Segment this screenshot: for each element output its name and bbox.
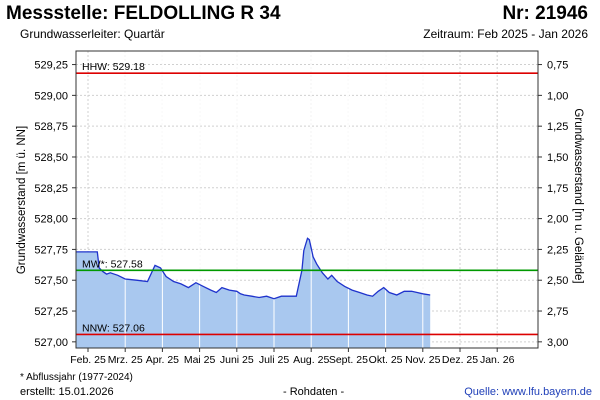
y-right-tick-label: 2,75 [547, 306, 568, 318]
y-right-tick-label: 1,50 [547, 152, 568, 164]
y-tick-label: 528,50 [34, 152, 68, 164]
reference-lines: HHW: 529.18 MW*: 527.58 NNW: 527.06 [76, 61, 538, 336]
y-tick-label: 527,50 [34, 275, 68, 287]
y-right-tick-label: 2,25 [547, 244, 568, 256]
y-axis-right-ticks: 0,75 1,00 1,25 1,50 1,75 2,00 2,25 2,50 2,75 3,00 [538, 60, 568, 349]
y-right-tick-label: 0,75 [547, 60, 568, 72]
reference-label: MW*: 527.58 [82, 258, 143, 270]
y-axis-left-ticks: 529,25 529,00 528,75 528,50 528,25 528,00 527,… [34, 60, 76, 349]
raw-data-note: - Rohdaten - [283, 386, 345, 398]
aquifer-label: Grundwasserleiter: Quartär [20, 27, 165, 41]
y-right-tick-label: 1,75 [547, 183, 568, 195]
x-tick-label: Juni 25 [220, 354, 254, 366]
y-axis-left-label: Grundwasserstand [m ü. NN] [16, 126, 28, 274]
plot-frame [75, 50, 539, 349]
y-tick-label: 527,25 [34, 306, 68, 318]
y-right-tick-label: 1,25 [547, 121, 568, 133]
x-tick-label: Dez. 25 [442, 354, 478, 366]
x-tick-label: Jan. 26 [480, 354, 515, 366]
x-tick-label: Mrz. 25 [108, 354, 143, 366]
x-tick-label: Feb. 25 [70, 354, 106, 366]
x-tick-label: Sept. 25 [329, 354, 368, 366]
station-number: Nr: 21946 [502, 3, 588, 24]
footnote: * Abflussjahr (1977-2024) [20, 372, 133, 383]
x-tick-label: Nov. 25 [405, 354, 441, 366]
x-tick-label: Aug. 25 [293, 354, 329, 366]
month-separators [124, 51, 424, 348]
x-tick-label: Okt. 25 [369, 354, 403, 366]
x-tick-label: Juli 25 [259, 354, 290, 366]
y-tick-label: 527,75 [34, 244, 68, 256]
y-right-tick-label: 2,50 [547, 275, 568, 287]
reference-label: NNW: 527.06 [82, 322, 145, 334]
x-tick-label: Apr. 25 [146, 354, 179, 366]
source-link[interactable]: Quelle: www.lfu.bayern.de [464, 386, 592, 398]
created-date: erstellt: 15.01.2026 [20, 386, 114, 398]
x-tick-label: Mai 25 [184, 354, 216, 366]
x-axis-ticks: Feb. 25 Mrz. 25 Apr. 25 Mai 25 Juni 25 Juli 2… [70, 348, 515, 366]
y-tick-label: 528,25 [34, 183, 68, 195]
y-right-tick-label: 2,00 [547, 214, 568, 226]
station-title: Messstelle: FELDOLLING R 34 [6, 3, 281, 24]
y-tick-label: 528,00 [34, 214, 68, 226]
y-right-tick-label: 3,00 [547, 337, 568, 349]
y-tick-label: 528,75 [34, 121, 68, 133]
y-tick-label: 529,25 [34, 60, 68, 72]
y-tick-label: 527,00 [34, 337, 68, 349]
y-axis-right-label: Grundwasserstand [m u. Gelände] [572, 108, 584, 283]
y-tick-label: 529,00 [34, 90, 68, 102]
reference-label: HHW: 529.18 [82, 61, 145, 73]
water-level-line [76, 237, 431, 300]
y-right-tick-label: 1,00 [547, 90, 568, 102]
water-level-area [76, 238, 431, 348]
period-label: Zeitraum: Feb 2025 - Jan 2026 [423, 27, 588, 41]
